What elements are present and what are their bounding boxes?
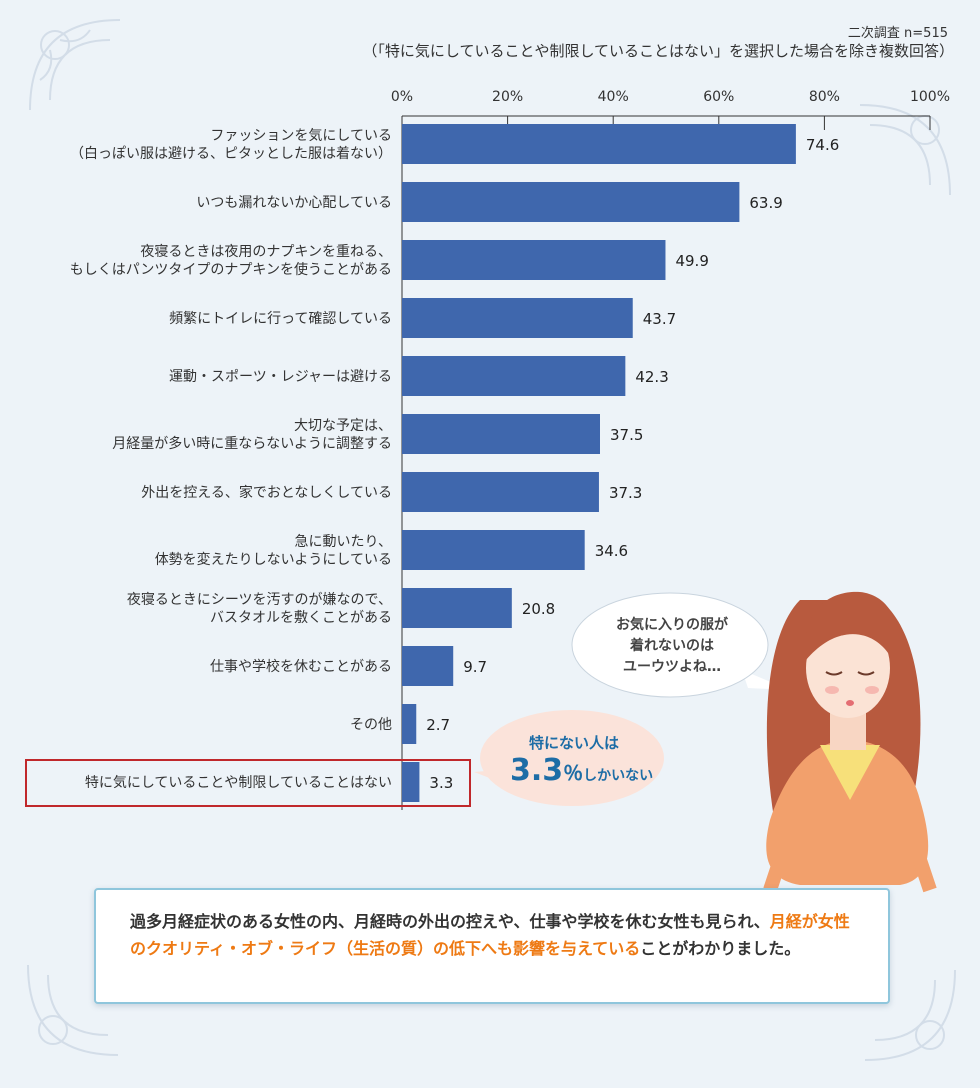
speech-line-1: お気に入りの服が: [616, 616, 729, 633]
survey-sample-size: 二次調査 n=515: [847, 26, 948, 41]
category-label: 運動・スポーツ・レジャーは避ける: [169, 369, 392, 385]
bar-value-label: 9.7: [463, 658, 487, 676]
x-tick-label: 20%: [492, 89, 523, 105]
callout-value-line: 3.3％しかいない: [510, 753, 653, 788]
category-label: もしくはパンツタイプのナプキンを使うことがある: [70, 261, 392, 278]
category-label: バスタオルを敷くことがある: [210, 610, 392, 626]
category-label: 月経量が多い時に重ならないように調整する: [112, 435, 392, 452]
summary-text-part2: ことがわかりました。: [640, 939, 801, 958]
bar-value-label: 3.3: [429, 774, 453, 792]
bar: [402, 356, 626, 396]
x-tick-label: 80%: [809, 89, 840, 105]
x-tick-label: 0%: [391, 89, 413, 105]
bar: [402, 646, 454, 686]
category-label: 外出を控える、家でおとなしくしている: [141, 484, 392, 501]
corner-ornament-bottom-right: [864, 969, 956, 1061]
speech-line-2: 着れないのは: [629, 637, 714, 654]
bar: [402, 530, 585, 570]
speech-line-3: ユーウツよね…: [623, 659, 721, 675]
category-label: 体勢を変えたりしないようにしている: [155, 551, 392, 568]
category-label: 仕事や学校を休むことがある: [210, 658, 392, 675]
corner-ornament-top-left: [29, 19, 121, 111]
bar: [402, 588, 512, 628]
bar: [402, 298, 633, 338]
bar-value-label: 34.6: [595, 542, 628, 560]
bar: [402, 182, 740, 222]
bar: [402, 704, 417, 744]
bar-value-label: 63.9: [749, 194, 782, 212]
callout-line1: 特にない人は: [529, 734, 619, 752]
category-label: 夜寝るときにシーツを汚すのが嫌なので、: [127, 591, 392, 608]
survey-condition-note: （「特に気にしていることや制限していることはない」を選択した場合を除き複数回答）: [362, 42, 954, 60]
callout-suffix: しかいない: [583, 768, 653, 784]
bar-value-label: 20.8: [522, 600, 555, 618]
bar-value-label: 49.9: [675, 252, 708, 270]
bar-value-label: 43.7: [643, 310, 676, 328]
bar-value-label: 37.3: [609, 484, 642, 502]
bar: [402, 762, 420, 802]
bar: [402, 240, 666, 280]
callout-bubble: 特にない人は 3.3％しかいない: [474, 710, 664, 806]
bar: [402, 124, 796, 164]
corner-ornament-bottom-left: [27, 964, 119, 1056]
category-label: 夜寝るときは夜用のナプキンを重ねる、: [140, 243, 392, 260]
woman-illustration: [763, 591, 937, 893]
x-tick-label: 60%: [703, 89, 734, 105]
category-label: 大切な予定は、: [294, 418, 392, 434]
category-label: いつも漏れないか心配している: [196, 195, 392, 211]
speech-bubble: お気に入りの服が 着れないのは ユーウツよね…: [571, 592, 790, 698]
category-label: 特に気にしていることや制限していることはない: [85, 775, 392, 791]
x-tick-label: 100%: [910, 89, 950, 105]
category-label: （白っぽい服は避ける、ピタッとした服は着ない）: [70, 146, 392, 162]
bar: [402, 472, 599, 512]
category-label: ファッションを気にしている: [210, 128, 392, 144]
category-label: その他: [350, 717, 392, 733]
bar-value-label: 42.3: [635, 368, 668, 386]
highlight-box: [25, 759, 471, 807]
summary-box: 過多月経症状のある女性の内、月経時の外出の控えや、仕事や学校を休む女性も見られ、…: [94, 888, 890, 1004]
bar-value-label: 74.6: [806, 136, 839, 154]
bar-value-label: 2.7: [426, 716, 450, 734]
callout-unit: ％: [563, 761, 583, 785]
callout-value: 3.3: [510, 753, 563, 788]
summary-highlight-text: 月経が女性のクオリティ・オブ・ライフ（生活の質）の低下へも影響を与えている: [130, 912, 850, 958]
bar: [402, 414, 600, 454]
bar-value-label: 37.5: [610, 426, 643, 444]
category-label: 急に動いたり、: [295, 534, 392, 550]
summary-text-part1: 過多月経症状のある女性の内、月経時の外出の控えや、仕事や学校を休む女性も見られ、: [130, 912, 770, 931]
x-tick-label: 40%: [598, 89, 629, 105]
category-label: 頻繁にトイレに行って確認している: [169, 311, 392, 327]
